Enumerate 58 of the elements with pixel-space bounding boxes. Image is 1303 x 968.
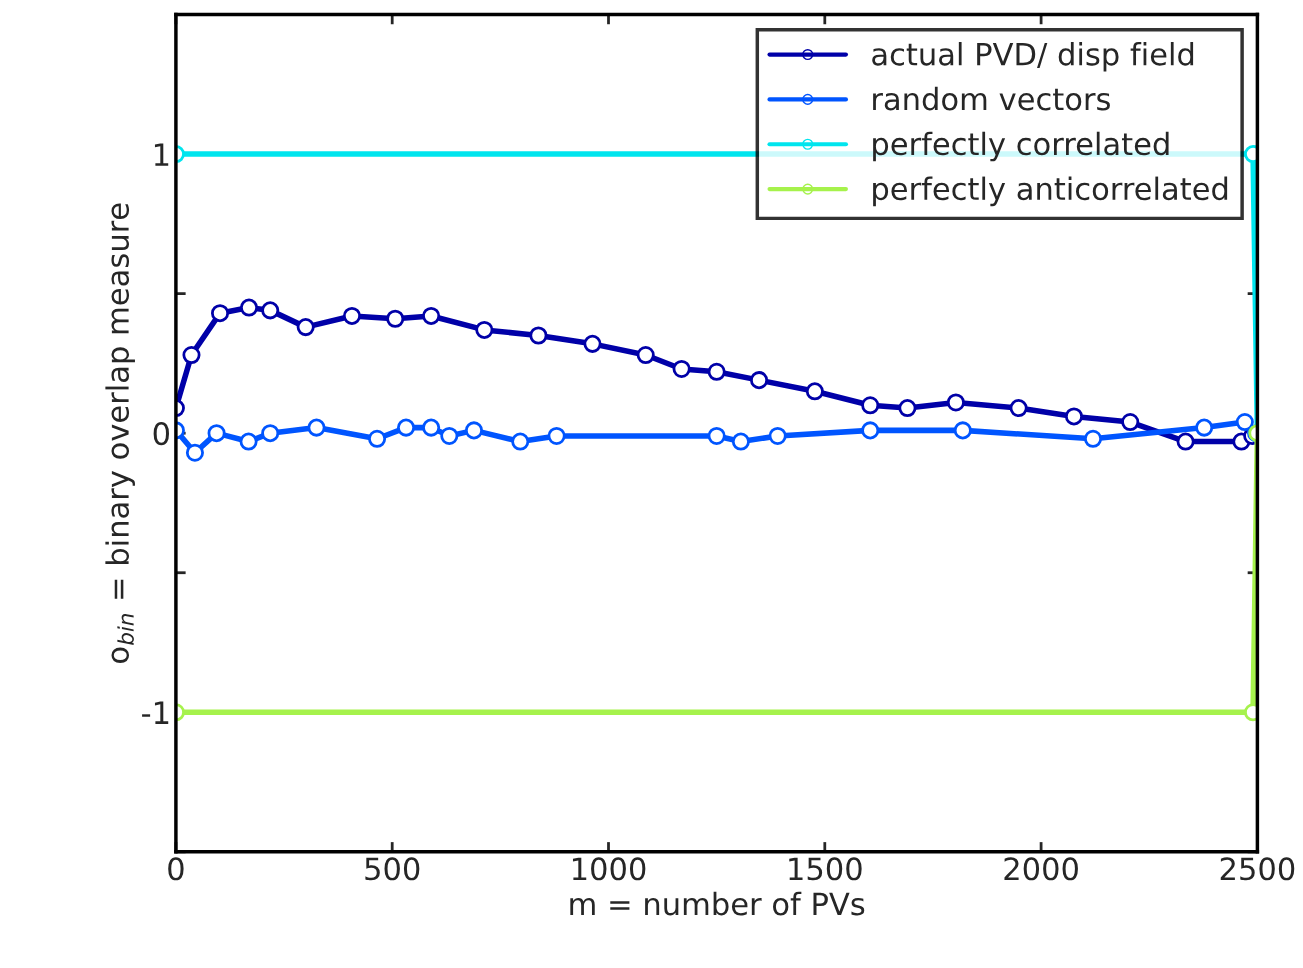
point: [239, 432, 258, 451]
legend-label: perfectly anticorrelated: [873, 176, 1228, 207]
point: [296, 318, 315, 337]
point: [861, 421, 880, 440]
point: [422, 418, 441, 437]
point: [182, 346, 201, 365]
point: [1176, 432, 1195, 451]
point: [946, 393, 965, 412]
point: [422, 306, 441, 325]
legend-label: random vectors: [873, 86, 1110, 111]
point: [239, 298, 259, 317]
point: [529, 326, 548, 345]
point: [953, 421, 972, 440]
point: [1235, 412, 1254, 432]
point: [464, 421, 483, 440]
point: [768, 426, 787, 445]
point: [368, 429, 387, 448]
point: [750, 371, 769, 390]
legend-label: perfectly correlated: [873, 131, 1169, 162]
point: [707, 362, 726, 381]
point: [397, 418, 416, 437]
point: [511, 432, 530, 451]
point: [731, 432, 750, 451]
point: [805, 382, 824, 401]
x-tick-label: 2000: [1004, 857, 1078, 881]
point: [1244, 703, 1258, 722]
point: [547, 426, 566, 445]
x-tick-label: 1500: [789, 857, 862, 881]
point: [261, 301, 280, 320]
point: [207, 424, 226, 443]
y-tick-label: 0: [153, 422, 170, 446]
point: [636, 346, 655, 365]
y-axis-title: o$_{bin}$ = binary overlap measure: [105, 203, 135, 663]
x-tick-label: 1000: [572, 857, 646, 881]
point: [440, 426, 459, 445]
y-tick-label: 1: [154, 143, 169, 166]
x-tick-label: 500: [365, 857, 420, 881]
point: [307, 418, 326, 437]
legend-label: actual PVD/ disp field: [872, 42, 1194, 72]
point: [386, 309, 405, 328]
point: [342, 306, 361, 325]
y-tick-label: -1: [142, 701, 169, 724]
point: [211, 304, 230, 323]
point: [1083, 429, 1103, 448]
point: [1064, 407, 1083, 426]
point: [861, 396, 880, 415]
x-tick-label: 2500: [1220, 857, 1295, 881]
point: [583, 334, 602, 353]
point: [672, 359, 691, 379]
point: [707, 426, 726, 445]
point: [1009, 399, 1028, 418]
point: [1195, 418, 1214, 437]
point: [475, 320, 494, 339]
point: [261, 424, 280, 443]
point: [898, 399, 917, 418]
point: [1121, 412, 1140, 432]
x-axis-title: m = number of PVs: [570, 891, 865, 916]
point: [185, 443, 204, 462]
